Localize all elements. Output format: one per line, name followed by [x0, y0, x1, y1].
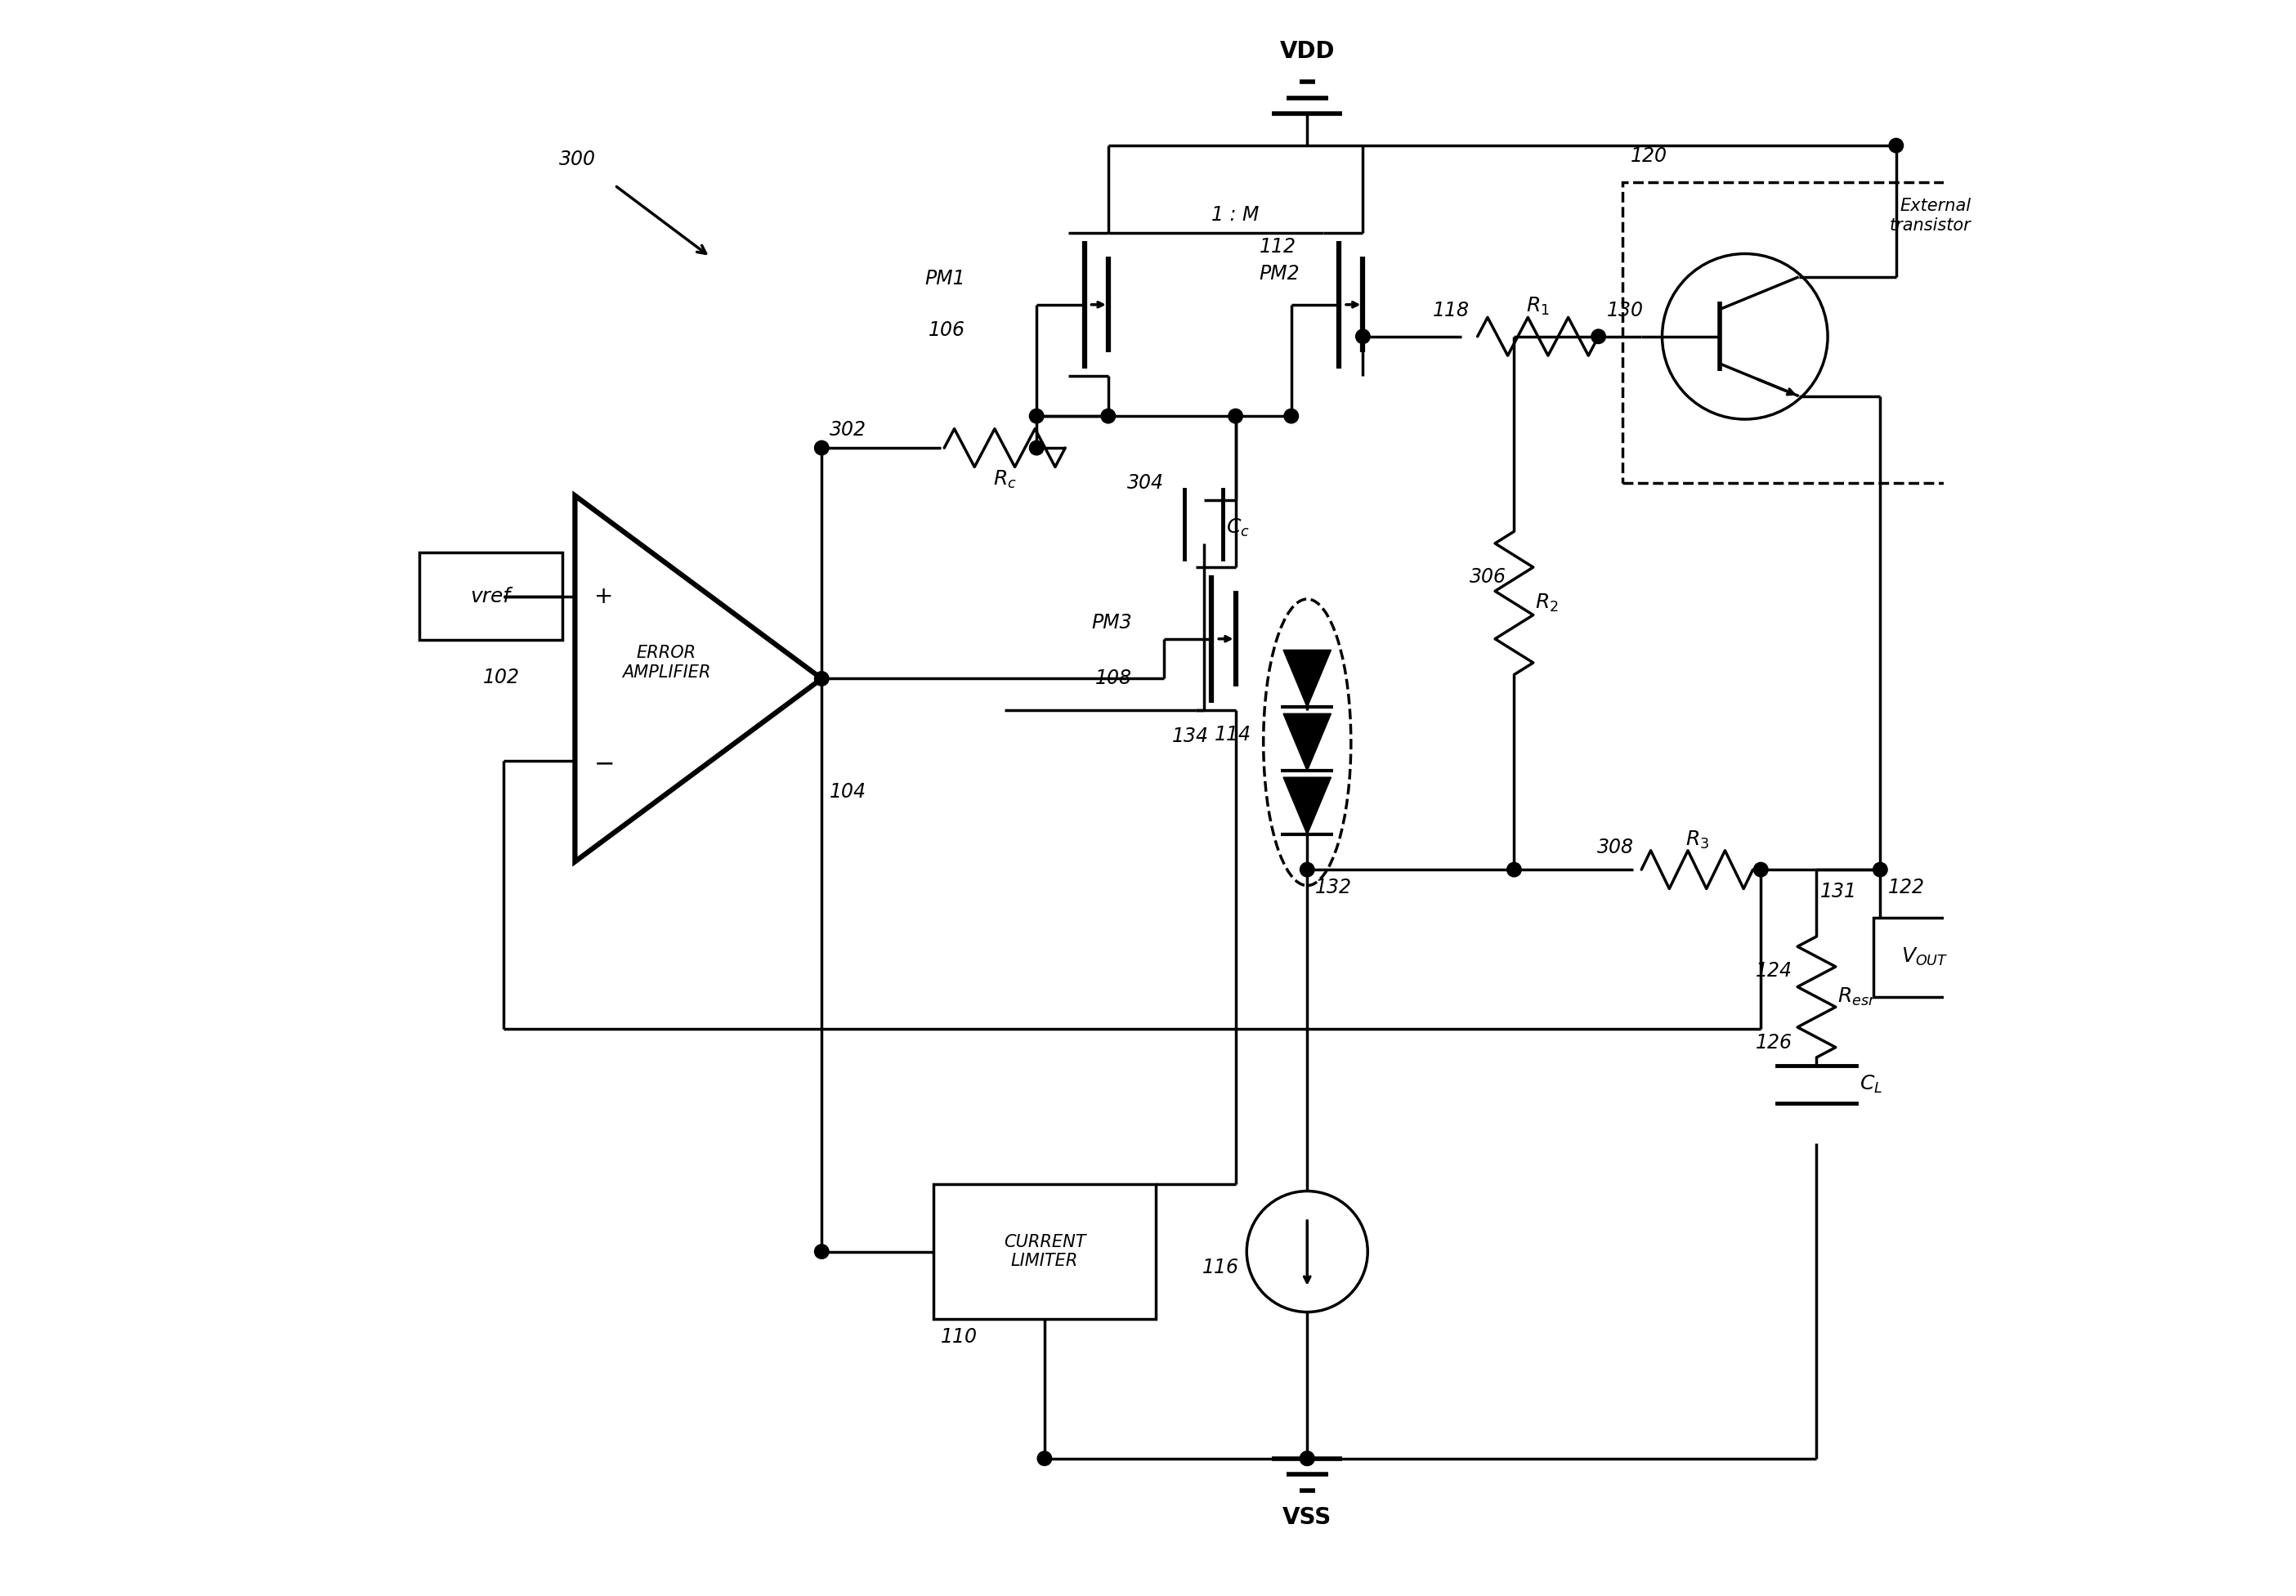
- Text: 300: 300: [558, 150, 597, 169]
- Text: 124: 124: [1756, 961, 1793, 982]
- Text: $R_3$: $R_3$: [1685, 828, 1708, 851]
- Text: −: −: [595, 752, 615, 776]
- Text: $R_{esr}$: $R_{esr}$: [1837, 986, 1876, 1007]
- Bar: [418, 552, 563, 640]
- Text: 132: 132: [1316, 878, 1352, 897]
- Circle shape: [1029, 440, 1045, 455]
- Text: 112: 112: [1261, 238, 1297, 257]
- Text: 1 : M: 1 : M: [1212, 206, 1261, 225]
- Text: 116: 116: [1201, 1258, 1240, 1277]
- Text: $R_2$: $R_2$: [1534, 592, 1559, 614]
- Text: 130: 130: [1607, 302, 1644, 321]
- Circle shape: [1300, 862, 1313, 876]
- Text: 304: 304: [1127, 472, 1164, 493]
- Text: 302: 302: [829, 420, 866, 440]
- Text: ERROR
AMPLIFIER: ERROR AMPLIFIER: [622, 645, 712, 680]
- Circle shape: [1506, 862, 1522, 876]
- Text: 308: 308: [1596, 838, 1632, 857]
- Bar: [1623, 182, 1979, 484]
- Polygon shape: [1283, 713, 1332, 771]
- Text: $C_c$: $C_c$: [1226, 517, 1249, 538]
- Polygon shape: [1283, 650, 1332, 707]
- Text: VDD: VDD: [1279, 40, 1334, 62]
- Text: $V_{OUT}$: $V_{OUT}$: [1901, 946, 1949, 967]
- Circle shape: [815, 672, 829, 686]
- Text: 131: 131: [1821, 883, 1857, 902]
- Circle shape: [1283, 409, 1300, 423]
- Bar: [1874, 918, 1977, 998]
- Text: 108: 108: [1095, 669, 1132, 688]
- Text: PM2: PM2: [1261, 265, 1300, 284]
- Circle shape: [1228, 409, 1242, 423]
- Text: VSS: VSS: [1283, 1507, 1332, 1529]
- Text: 118: 118: [1433, 302, 1469, 321]
- Text: 114: 114: [1215, 725, 1251, 744]
- Text: vref: vref: [471, 586, 510, 606]
- Text: External
transistor: External transistor: [1890, 198, 1970, 233]
- Text: $R_c$: $R_c$: [992, 469, 1017, 490]
- Polygon shape: [1283, 777, 1332, 835]
- Circle shape: [815, 440, 829, 455]
- Text: PM3: PM3: [1091, 613, 1132, 632]
- Text: +: +: [595, 584, 613, 608]
- Text: PM1: PM1: [925, 270, 964, 289]
- Circle shape: [1754, 862, 1768, 876]
- Text: 120: 120: [1630, 147, 1667, 166]
- Text: 106: 106: [928, 321, 964, 340]
- Text: $R_1$: $R_1$: [1527, 295, 1550, 318]
- Circle shape: [1029, 409, 1045, 423]
- Bar: [932, 1184, 1155, 1320]
- Text: 102: 102: [482, 667, 519, 688]
- Circle shape: [815, 1245, 829, 1259]
- Circle shape: [1591, 329, 1605, 343]
- Circle shape: [1102, 409, 1116, 423]
- Circle shape: [1300, 1451, 1313, 1465]
- Text: $C_L$: $C_L$: [1860, 1074, 1883, 1095]
- Text: CURRENT
LIMITER: CURRENT LIMITER: [1003, 1234, 1086, 1269]
- Circle shape: [1300, 1451, 1313, 1465]
- Text: 126: 126: [1756, 1033, 1793, 1053]
- Circle shape: [1355, 329, 1371, 343]
- Text: 306: 306: [1469, 568, 1506, 587]
- Text: 104: 104: [829, 782, 866, 801]
- Circle shape: [1874, 862, 1887, 876]
- Text: 122: 122: [1887, 878, 1924, 897]
- Circle shape: [1890, 139, 1903, 153]
- Circle shape: [1038, 1451, 1052, 1465]
- Text: 134: 134: [1171, 726, 1208, 745]
- Text: 110: 110: [941, 1328, 978, 1347]
